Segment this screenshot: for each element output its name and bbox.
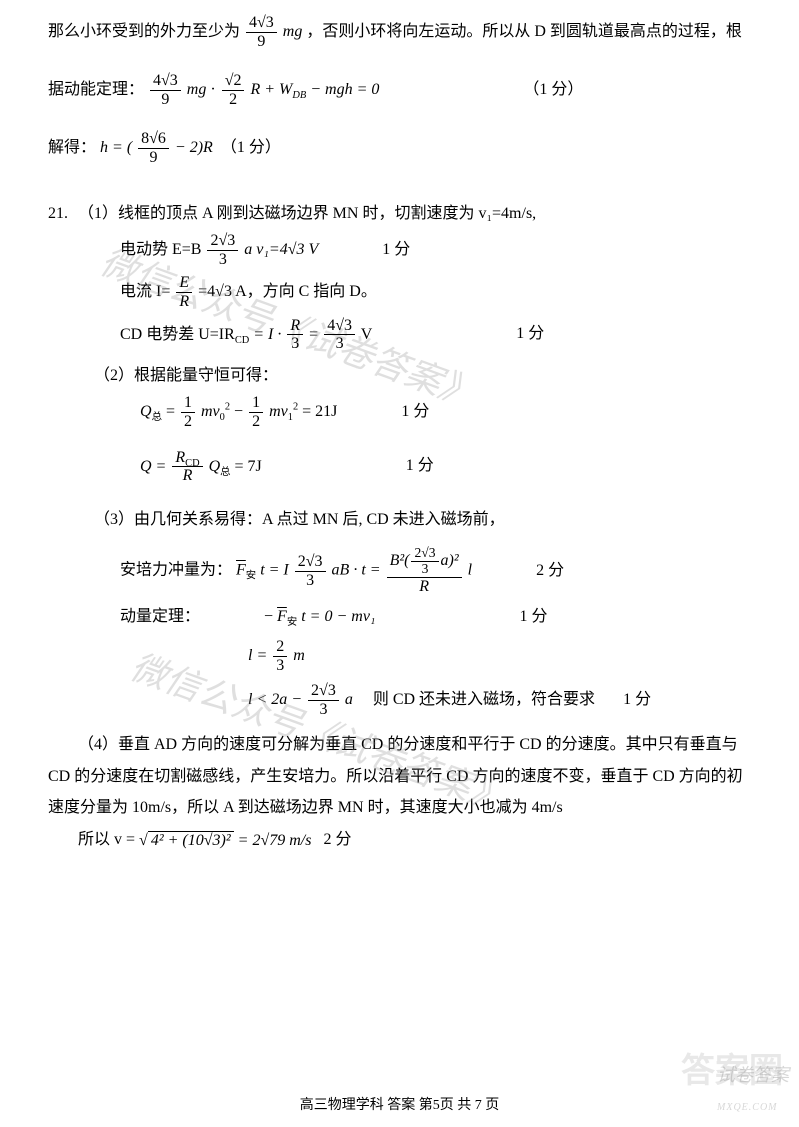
equation-emf: 电动势 E=B 2√33 a v₁=4√3 V 1 分	[120, 232, 751, 268]
text: （1）线框的顶点 A 刚到达磁场边界 MN 时，切割速度为 v₁=4m/s,	[78, 205, 536, 222]
equation-ampere: 安培力冲量为： F安 t = I 2√33 aB · t = B²(2√33a)…	[120, 546, 751, 596]
score-label: 1 分	[382, 241, 410, 258]
text: （2）根据能量守恒可得：	[94, 363, 751, 389]
paragraph: 据动能定理： 4√39 mg · √22 R + WDB − mgh = 0 （…	[48, 72, 751, 108]
score-label: 1 分	[623, 691, 651, 708]
watermark-logo: 答案圈	[681, 1045, 783, 1099]
equation-current: 电流 I= ER =4√3 A，方向 C 指向 D。	[120, 274, 751, 310]
text: CD 的分速度在切割磁感线，产生安培力。所以沿着平行 CD 方向的速度不变，垂直…	[48, 764, 751, 790]
equation-momentum: 动量定理： − F安 t = 0 − mv₁ 1 分	[120, 604, 751, 630]
page-footer: 高三物理学科 答案 第5页 共 7 页	[0, 1095, 799, 1117]
equation-qtotal: Q总 = 12 mv02 − 12 mv12 = 21J 1 分	[140, 394, 751, 430]
score-label: 1 分	[519, 608, 547, 625]
equation-q: Q = RCDR Q总 = 7J 1 分	[140, 449, 751, 485]
equation-lcheck: l < 2a − 2√33 a 则 CD 还未进入磁场，符合要求 1 分	[248, 682, 751, 718]
paragraph: 那么小环受到的外力至少为 4√39 mg ，否则小环将向左运动。所以从 D 到圆…	[48, 14, 751, 50]
score-label: （1 分）	[221, 139, 281, 156]
text: 那么小环受到的外力至少为	[48, 23, 240, 40]
score-label: 1 分	[401, 403, 429, 420]
score-label: 1 分	[516, 325, 544, 342]
score-label: 2 分	[536, 562, 564, 579]
equation-ucd: CD 电势差 U=IRCD = I · R3 = 4√33 V 1 分	[120, 317, 751, 353]
equation-final-v: 所以 v = √4² + (10√3)² = 2√79 m/s 2 分	[78, 827, 751, 853]
question-number: 21.	[48, 205, 68, 222]
equation-l: l = 23 m	[248, 638, 751, 674]
text: （4）垂直 AD 方向的速度可分解为垂直 CD 的分速度和平行于 CD 的分速度…	[78, 732, 751, 758]
text: 解得：	[48, 139, 96, 156]
text: ，否则小环将向左运动。所以从 D 到圆轨道最高点的过程，根	[306, 23, 742, 40]
text: （3）由几何关系易得：A 点过 MN 后, CD 未进入磁场前，	[94, 507, 751, 533]
question-21: 21. （1）线框的顶点 A 刚到达磁场边界 MN 时，切割速度为 v₁=4m/…	[48, 201, 751, 227]
score-label: （1 分）	[523, 81, 583, 98]
text: 则 CD 还未进入磁场，符合要求	[373, 691, 595, 708]
paragraph: 解得： h = ( 8√69 − 2)R （1 分）	[48, 130, 751, 166]
text: 据动能定理：	[48, 81, 144, 98]
score-label: 2 分	[323, 831, 351, 848]
score-label: 1 分	[406, 457, 434, 474]
text: 速度分量为 10m/s，所以 A 到达磁场边界 MN 时，其速度大小也减为 4m…	[48, 795, 751, 821]
